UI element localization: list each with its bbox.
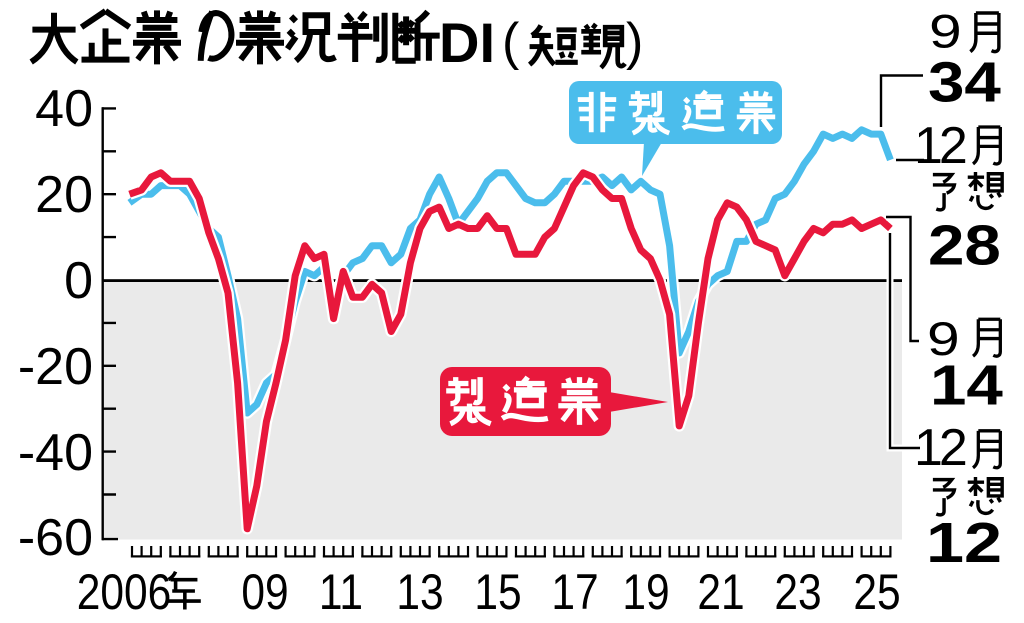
svg-text:28: 28 — [928, 213, 1001, 277]
svg-text:25: 25 — [853, 564, 900, 620]
svg-text:17: 17 — [551, 564, 598, 620]
svg-text:(: ( — [502, 13, 520, 71]
svg-text:20: 20 — [35, 166, 93, 224]
svg-text:0: 0 — [64, 252, 93, 310]
svg-text:09: 09 — [241, 564, 288, 620]
svg-text:40: 40 — [35, 80, 93, 138]
svg-text:15: 15 — [474, 564, 521, 620]
svg-text:-40: -40 — [18, 424, 93, 482]
svg-text:DI: DI — [439, 11, 495, 74]
svg-text:34: 34 — [928, 50, 1001, 114]
svg-text:9: 9 — [927, 313, 960, 365]
svg-text:12: 12 — [914, 419, 966, 477]
svg-text:13: 13 — [396, 564, 443, 620]
svg-text:2006: 2006 — [77, 564, 172, 620]
svg-text:12: 12 — [926, 511, 1002, 574]
svg-text:-20: -20 — [18, 338, 93, 396]
svg-text:21: 21 — [697, 564, 744, 620]
svg-text:14: 14 — [930, 353, 1003, 417]
svg-text:11: 11 — [319, 564, 363, 620]
svg-text:): ) — [626, 13, 643, 71]
svg-text:23: 23 — [774, 564, 821, 620]
svg-text:19: 19 — [622, 564, 669, 620]
svg-text:9: 9 — [929, 6, 962, 58]
svg-text:12: 12 — [914, 117, 966, 175]
svg-text:-60: -60 — [18, 509, 93, 567]
